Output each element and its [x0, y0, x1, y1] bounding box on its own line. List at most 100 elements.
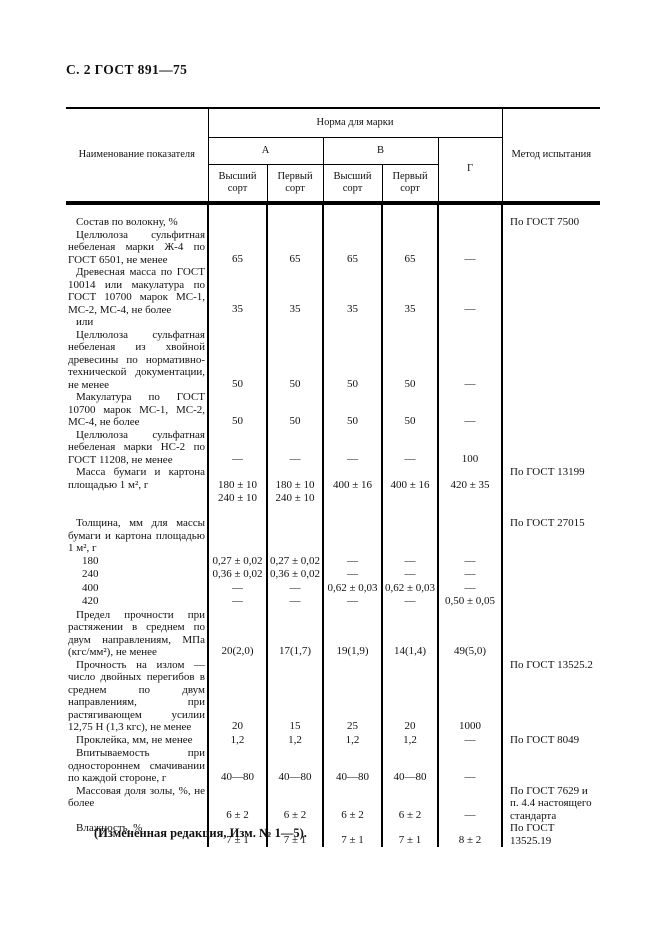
value-cell: 50: [207, 328, 268, 391]
method-cell: [501, 747, 601, 785]
value-cell: —: [322, 595, 383, 609]
value-cell: —: [437, 328, 503, 391]
method-cell: [501, 595, 601, 609]
value-cell: —: [207, 595, 268, 609]
value-cell: —: [437, 228, 503, 266]
value-cell: [207, 205, 268, 229]
row-name-cell: 180: [65, 554, 209, 568]
col-header-norm-group: Норма для марки: [207, 107, 503, 138]
col-header-brand-b: В: [322, 137, 439, 165]
col-header-name: Наименование показателя: [65, 107, 209, 202]
spec-table: Наименование показателя Норма для марки …: [65, 107, 601, 847]
value-cell: 0,27 ± 0,02: [207, 554, 268, 568]
value-cell: 25: [322, 658, 383, 734]
row-name-cell: Макулатура по ГОСТ 10700 марок МС-1, МС-…: [65, 391, 209, 429]
value-cell: 1000: [437, 658, 503, 734]
row-name-cell: Массовая доля золы, %, не более: [65, 784, 209, 822]
method-cell: [501, 568, 601, 582]
value-cell: 400 ± 16: [322, 466, 383, 517]
value-cell: —: [437, 266, 503, 316]
row-name-cell: 400: [65, 581, 209, 595]
value-cell: 1,2: [322, 733, 383, 747]
col-header-grade-b-first: Первый сорт: [381, 164, 439, 202]
value-cell: [437, 316, 503, 329]
method-cell: По ГОСТ 7500: [501, 205, 601, 229]
row-name-cell: Целлюлоза сульфитная небеленая марки Ж-4…: [65, 228, 209, 266]
value-cell: 40—80: [381, 747, 439, 785]
value-cell: —: [322, 554, 383, 568]
value-cell: 20(2,0): [207, 608, 268, 659]
table-row: Прочность на излом — число двойных перег…: [65, 658, 601, 734]
row-name-cell: Прочность на излом — число двойных перег…: [65, 658, 209, 734]
value-cell: 0,62 ± 0,03: [322, 581, 383, 595]
row-name-cell: Древесная масса по ГОСТ 10014 или макула…: [65, 266, 209, 316]
value-cell: 0,36 ± 0,02: [266, 568, 324, 582]
value-cell: 0,36 ± 0,02: [207, 568, 268, 582]
value-cell: 6 ± 2: [381, 784, 439, 822]
row-name-cell: Целлюлоза сульфатная небеленая из хвойно…: [65, 328, 209, 391]
value-cell: 14(1,4): [381, 608, 439, 659]
value-cell: [322, 205, 383, 229]
value-cell: 35: [322, 266, 383, 316]
header-divider: [66, 201, 600, 205]
value-cell: 100: [437, 428, 503, 466]
value-cell: 6 ± 2: [266, 784, 324, 822]
value-cell: 7 ± 1: [322, 822, 383, 847]
table-header-row: А В Г: [66, 137, 600, 202]
value-cell: [381, 316, 439, 329]
row-name-cell: 240: [65, 568, 209, 582]
value-cell: —: [381, 595, 439, 609]
value-cell: —: [207, 428, 268, 466]
revision-note: (Измененная редакция, Изм. № 1—5).: [94, 826, 307, 840]
method-cell: По ГОСТ 7629 и п. 4.4 настоящего стандар…: [501, 784, 601, 822]
value-cell: 50: [322, 328, 383, 391]
value-cell: —: [381, 554, 439, 568]
value-cell: [437, 517, 503, 555]
table-header-row: Высший сорт Первый сорт Высший сорт Перв…: [66, 164, 600, 202]
method-cell: По ГОСТ 13199: [501, 466, 601, 517]
table-row: 400 — — 0,62 ± 0,03 0,62 ± 0,03 —: [65, 581, 601, 595]
row-name-cell: Впитываемость при одностороннем смачиван…: [65, 747, 209, 785]
row-name-cell: или: [65, 316, 209, 329]
value-cell: [266, 517, 324, 555]
spec-table-header: Наименование показателя Норма для марки …: [65, 107, 601, 202]
row-name-cell: Масса бумаги и картона площадью 1 м², г: [65, 466, 209, 517]
value-cell: 8 ± 2: [437, 822, 503, 847]
table-row: Масса бумаги и картона площадью 1 м², г …: [65, 466, 601, 517]
method-cell: По ГОСТ 13525.19: [501, 822, 601, 847]
col-header-grade-a-first: Первый сорт: [266, 164, 324, 202]
value-cell: —: [381, 568, 439, 582]
value-cell: —: [207, 581, 268, 595]
method-cell: [501, 328, 601, 391]
value-cell: 40—80: [322, 747, 383, 785]
value-cell: 50: [266, 328, 324, 391]
value-cell: 40—80: [207, 747, 268, 785]
value-cell: 7 ± 1: [266, 822, 324, 847]
value-cell: —: [437, 784, 503, 822]
table-row: 240 0,36 ± 0,02 0,36 ± 0,02 — — —: [65, 568, 601, 582]
table-row: Влажность, % 7 ± 1 7 ± 1 7 ± 1 7 ± 1 8 ±…: [65, 822, 601, 847]
value-cell: 180 ± 10 240 ± 10: [207, 466, 268, 517]
value-cell: 7 ± 1: [381, 822, 439, 847]
table-row: Предел прочности при растяжении в средне…: [65, 608, 601, 659]
value-cell: 40—80: [266, 747, 324, 785]
method-cell: [501, 608, 601, 659]
value-cell: [381, 517, 439, 555]
value-cell: 7 ± 1: [207, 822, 268, 847]
table-row: Целлюлоза сульфатная небеленая марки НС-…: [65, 428, 601, 466]
table-row: Массовая доля золы, %, не более 6 ± 2 6 …: [65, 784, 601, 822]
value-cell: 50: [381, 328, 439, 391]
method-cell: [501, 428, 601, 466]
value-cell: 180 ± 10 240 ± 10: [266, 466, 324, 517]
value-cell: —: [437, 554, 503, 568]
value-cell: —: [381, 428, 439, 466]
table-row: Целлюлоза сульфатная небеленая из хвойно…: [65, 328, 601, 391]
value-cell: [322, 517, 383, 555]
value-cell: 1,2: [266, 733, 324, 747]
value-cell: 35: [381, 266, 439, 316]
value-cell: 6 ± 2: [207, 784, 268, 822]
value-cell: —: [437, 581, 503, 595]
value-cell: 19(1,9): [322, 608, 383, 659]
row-name-cell: Влажность, %: [65, 822, 209, 847]
spec-table-body: Состав по волокну, % По ГОСТ 7500 Целлюл…: [65, 205, 601, 847]
